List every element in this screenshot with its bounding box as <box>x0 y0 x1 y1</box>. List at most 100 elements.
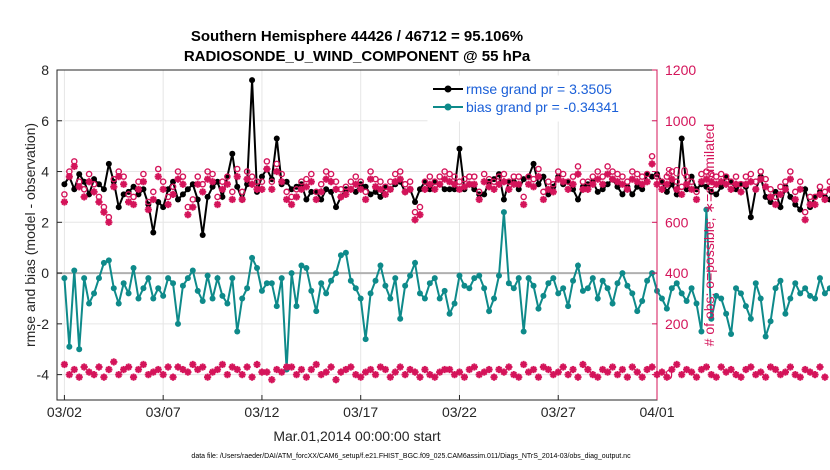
obs-possible-point <box>125 191 132 198</box>
obs-assimilated-point <box>475 195 483 204</box>
bias-point <box>189 267 196 274</box>
obs-assimilated-point <box>811 200 819 209</box>
bias-point <box>688 285 695 292</box>
rmse-point <box>234 183 241 190</box>
obs-possible-point <box>470 173 478 180</box>
bias-point <box>555 290 562 297</box>
bias-point <box>397 315 404 322</box>
rmse-point <box>530 160 537 167</box>
bias-point <box>545 280 552 287</box>
bias-point <box>733 285 740 292</box>
rmse-point <box>747 214 754 221</box>
bias-point <box>579 287 586 294</box>
obs-possible-point <box>604 163 611 170</box>
obs-assimilated-point <box>584 185 592 193</box>
rmse-point <box>333 204 340 211</box>
obs-possible-point <box>480 170 488 178</box>
obs-possible-point <box>545 178 552 185</box>
rmse-point <box>545 191 552 198</box>
obs-assimilated-point <box>762 183 770 191</box>
bias-point <box>402 282 409 289</box>
obs-assimilated-point <box>149 195 157 204</box>
obs-possible-point <box>189 196 197 203</box>
rmse-point <box>456 145 463 152</box>
bias-point <box>644 277 651 284</box>
obs-assimilated-point <box>312 195 320 204</box>
obs-possible-point <box>520 193 527 201</box>
rmse-point <box>100 186 107 193</box>
obs-assimilated-point <box>470 180 478 188</box>
obs-assimilated-point <box>169 190 177 198</box>
obs-count-point <box>490 373 498 381</box>
y-axis-label-left: rmse and bias (model - observation) <box>22 123 38 347</box>
obs-assimilated-point <box>327 178 335 186</box>
obs-count-point <box>386 373 394 381</box>
bias-point <box>303 265 310 271</box>
rmse-point <box>170 178 177 185</box>
obs-possible-point <box>233 165 241 173</box>
bias-point <box>609 300 616 307</box>
rmse-point <box>688 173 695 180</box>
obs-count-point <box>747 363 755 371</box>
bias-point <box>698 328 705 335</box>
obs-assimilated-point <box>549 188 557 196</box>
obs-possible-point <box>159 178 167 185</box>
rmse-point <box>673 191 680 198</box>
obs-count-point <box>762 373 770 381</box>
obs-count-point <box>668 365 676 374</box>
chart-subtitle: RADIOSONDE_U_WIND_COMPONENT @ 55 hPa <box>184 48 531 65</box>
bias-point <box>772 285 779 292</box>
bias-point <box>446 310 453 317</box>
obs-assimilated-point <box>500 178 508 186</box>
rmse-point <box>86 191 93 198</box>
rmse-point <box>288 186 295 193</box>
obs-assimilated-point <box>154 173 162 181</box>
bias-point <box>663 305 670 312</box>
x-tick-label: 03/02 <box>47 404 82 420</box>
obs-count-point <box>712 373 720 381</box>
series-layer <box>60 77 830 384</box>
rmse-point <box>515 186 522 193</box>
bias-point <box>392 275 399 282</box>
obs-assimilated-point <box>144 206 152 214</box>
rmse-point <box>416 186 423 193</box>
obs-count-point <box>292 371 301 379</box>
obs-possible-point <box>194 173 202 180</box>
obs-count-point <box>771 365 780 374</box>
rmse-point <box>160 204 167 211</box>
obs-count-point <box>75 373 83 381</box>
obs-assimilated-point <box>115 173 123 181</box>
obs-assimilated-point <box>243 175 251 183</box>
obs-count-point <box>534 373 543 381</box>
bias-point <box>797 290 804 297</box>
obs-count-point <box>60 360 69 369</box>
bias-point <box>456 272 463 279</box>
bias-point <box>574 262 581 269</box>
obs-possible-point <box>633 170 641 178</box>
bias-point <box>204 272 211 279</box>
rmse-point <box>328 188 335 195</box>
bias-point <box>495 272 502 279</box>
rmse-point <box>189 181 196 188</box>
obs-possible-point <box>816 183 824 191</box>
bias-point <box>273 303 280 310</box>
obs-count-point <box>505 363 513 371</box>
bias-point <box>214 275 221 282</box>
bias-point <box>752 280 759 287</box>
obs-assimilated-point <box>757 175 765 183</box>
bias-point <box>328 277 335 284</box>
obs-possible-point <box>451 173 458 180</box>
bias-point <box>530 282 537 289</box>
y-tick-label-left: 6 <box>41 113 49 129</box>
y-tick-label-left: 8 <box>41 62 49 78</box>
obs-count-point <box>268 376 276 384</box>
rmse-point <box>426 186 433 193</box>
obs-count-point <box>115 371 123 379</box>
obs-assimilated-point <box>317 188 325 196</box>
obs-assimilated-point <box>505 185 513 193</box>
bias-point <box>145 275 152 282</box>
bias-point <box>807 292 814 299</box>
x-tick-label: 03/07 <box>146 404 181 420</box>
obs-count-point <box>253 360 261 369</box>
